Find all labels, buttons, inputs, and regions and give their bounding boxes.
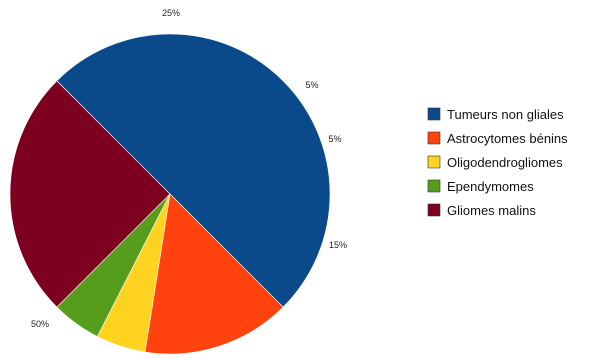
pie-slice-5 (9, 80, 171, 308)
legend: Tumeurs non gliales Astrocytomes bénins Ol… (427, 107, 568, 218)
legend-swatch-1 (427, 107, 441, 121)
legend-swatch-4 (427, 179, 441, 193)
pie-slice-2 (144, 193, 284, 355)
legend-swatch-3 (427, 155, 441, 169)
pie-slices (9, 33, 331, 355)
slice-value-label-2: 15% (329, 240, 347, 250)
percentage-labels: 50% 15% 5% 5% 25% (31, 8, 347, 329)
slice-value-label-4: 5% (305, 80, 318, 90)
pie-slice-1 (56, 33, 331, 308)
legend-label-3: Oligodendrogliomes (447, 155, 563, 170)
slice-value-label-3: 5% (328, 134, 341, 144)
legend-label-2: Astrocytomes bénins (447, 131, 568, 146)
legend-label-1: Tumeurs non gliales (447, 107, 564, 122)
legend-swatch-5 (427, 203, 441, 217)
legend-swatch-2 (427, 131, 441, 145)
legend-label-5: Gliomes malins (447, 203, 536, 218)
legend-label-4: Ependymomes (447, 179, 534, 194)
slice-value-label-5: 25% (162, 8, 180, 18)
slice-value-label-1: 50% (31, 319, 49, 329)
